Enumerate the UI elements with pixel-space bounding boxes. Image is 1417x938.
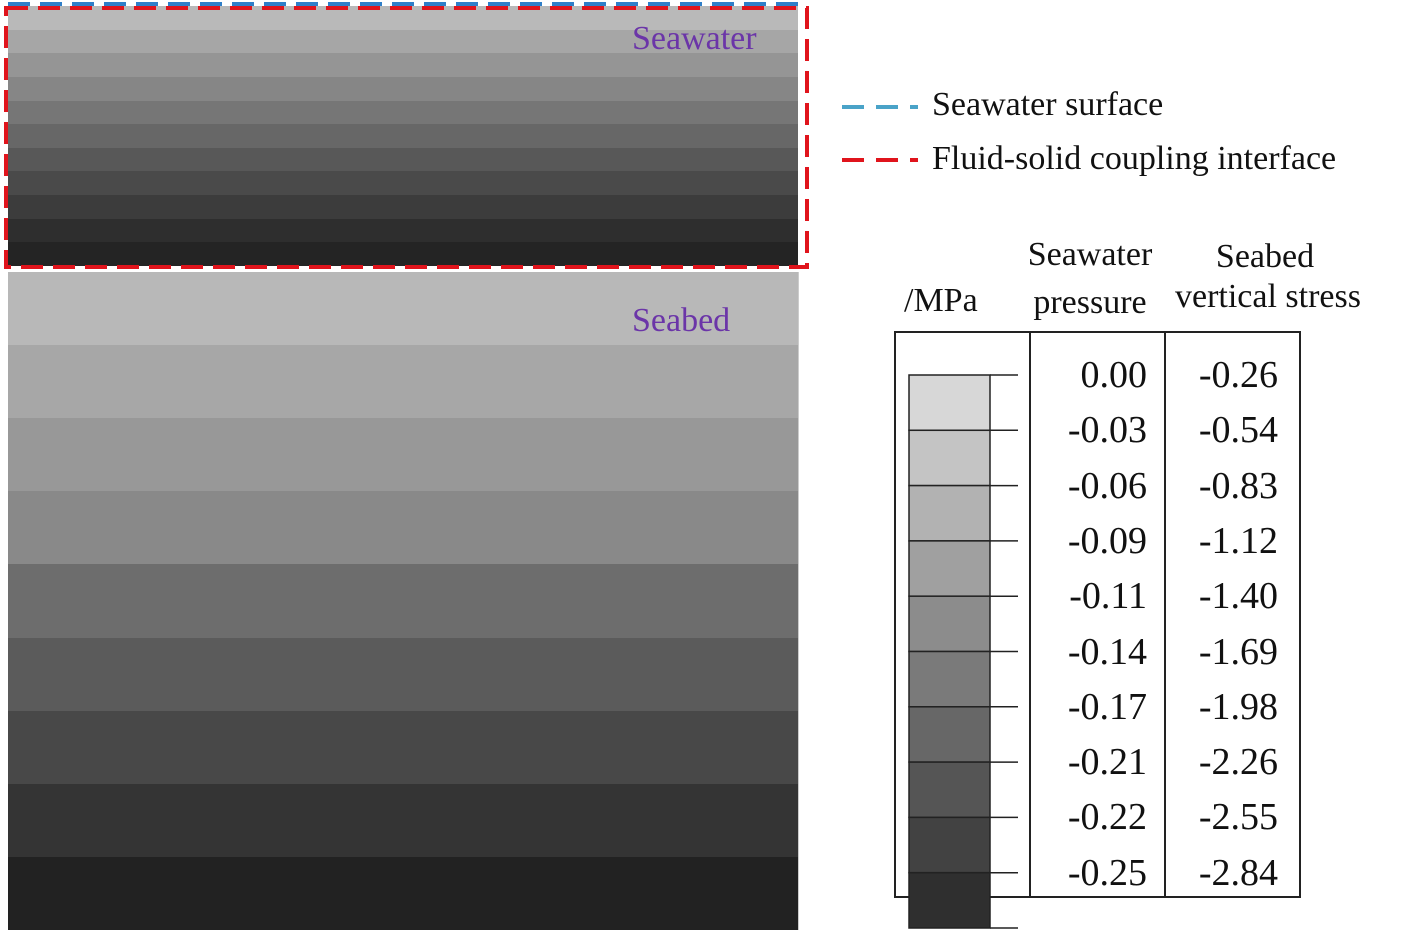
- seawater-band: [8, 218, 798, 244]
- colorbar-swatch: [908, 595, 991, 653]
- seawater-region: [8, 6, 798, 266]
- stress-value: -1.98: [1198, 685, 1278, 728]
- pressure-value: -0.11: [1069, 575, 1147, 618]
- pressure-value: -0.09: [1067, 519, 1147, 562]
- pressure-value: -0.22: [1067, 796, 1147, 839]
- colorbar-swatch: [908, 374, 991, 432]
- seawater-band: [8, 195, 798, 220]
- colorbar-swatch: [908, 540, 991, 597]
- stress-value: -0.54: [1198, 409, 1278, 452]
- pressure-value: 0.00: [1080, 354, 1148, 396]
- colorbar-swatch: [908, 650, 991, 708]
- unit-label: /MPa: [904, 282, 978, 319]
- seabed-band: [8, 783, 798, 858]
- pressure-value: -0.17: [1067, 685, 1147, 728]
- colorbar-swatch: [908, 484, 991, 542]
- seawater-band: [8, 29, 798, 55]
- colorbar-swatch: [908, 706, 991, 763]
- seabed-region: [8, 272, 799, 930]
- seawater-band: [8, 6, 798, 31]
- colorbar-swatch: [908, 871, 991, 929]
- seabed-band: [8, 272, 798, 347]
- stress-value: -0.26: [1198, 354, 1278, 396]
- seabed-label: Seabed: [632, 302, 731, 339]
- pressure-value: -0.21: [1067, 741, 1147, 784]
- seawater-band: [8, 171, 798, 197]
- stress-value: -1.40: [1198, 575, 1278, 618]
- seabed-band: [8, 564, 798, 639]
- seabed-band: [8, 856, 798, 930]
- seabed-band: [8, 637, 798, 712]
- seabed-band: [8, 491, 798, 566]
- colorbar-swatch: [908, 429, 991, 487]
- pressure-value: -0.14: [1067, 630, 1147, 673]
- seabed-band: [8, 345, 798, 420]
- pressure-value: -0.25: [1067, 851, 1147, 894]
- stress-header-line2: vertical stress: [1175, 278, 1361, 315]
- seawater-band: [8, 147, 798, 173]
- stress-value: -2.26: [1198, 741, 1278, 784]
- pressure-value: -0.06: [1067, 464, 1147, 507]
- seawater-band: [8, 124, 798, 149]
- stress-value: -2.84: [1198, 851, 1278, 894]
- colorbar-swatch: [908, 761, 991, 819]
- seawater-band: [8, 76, 798, 102]
- stress-value: -2.55: [1198, 796, 1278, 839]
- line-legend-swatches: [842, 105, 918, 162]
- seawater-band: [8, 53, 798, 78]
- seabed-band: [8, 418, 798, 493]
- stress-value: -1.69: [1198, 630, 1278, 673]
- stress-value: -1.12: [1198, 519, 1278, 562]
- stress-header-line1: Seabed: [1215, 238, 1315, 275]
- pressure-value: -0.03: [1067, 409, 1147, 452]
- pressure-header-line1: Seawater: [1027, 236, 1153, 273]
- seawater-label: Seawater: [632, 20, 757, 57]
- boundary-lines: [4, 2, 809, 269]
- legend-seawater-surface: Seawater surface: [932, 86, 1164, 123]
- pressure-header-line2: pressure: [1033, 284, 1147, 321]
- seawater-band: [8, 100, 798, 126]
- seawater-band: [8, 242, 798, 266]
- seabed-band: [8, 710, 798, 785]
- fluid-solid-interface-box: [4, 6, 809, 269]
- colorbar-swatch: [908, 816, 991, 874]
- stress-value: -0.83: [1198, 464, 1278, 507]
- legend-fluid-solid-interface: Fluid-solid coupling interface: [932, 140, 1337, 177]
